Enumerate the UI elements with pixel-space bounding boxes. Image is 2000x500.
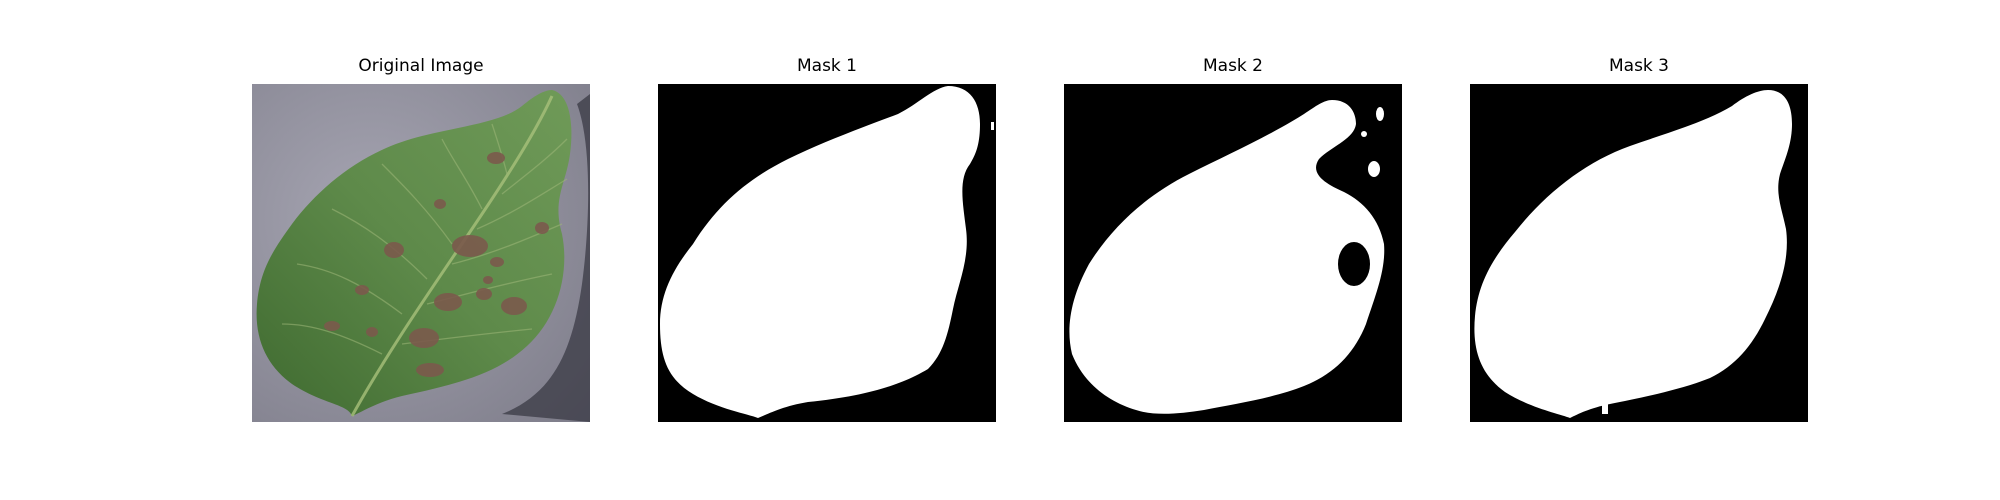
panel-original-image: Original Image <box>252 0 590 500</box>
panel-title-mask-2: Mask 2 <box>1064 56 1402 76</box>
mask-2-image <box>1064 84 1402 422</box>
panel-title-mask-3: Mask 3 <box>1470 56 1808 76</box>
panel-title-mask-1: Mask 1 <box>658 56 996 76</box>
panel-mask-3: Mask 3 <box>1470 0 1808 500</box>
panel-mask-1: Mask 1 <box>658 0 996 500</box>
mask-1-image <box>658 84 996 422</box>
panel-title-original: Original Image <box>252 56 590 76</box>
original-leaf-image <box>252 84 590 422</box>
mask-3-image <box>1470 84 1808 422</box>
panel-mask-2: Mask 2 <box>1064 0 1402 500</box>
